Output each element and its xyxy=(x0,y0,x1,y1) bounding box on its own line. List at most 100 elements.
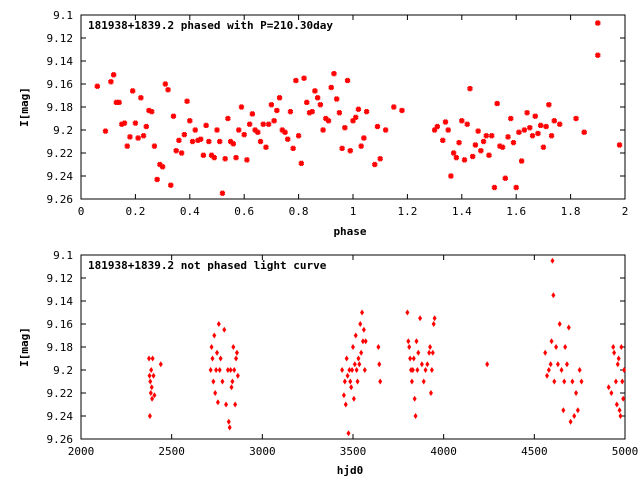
unphased-data-point xyxy=(345,372,350,379)
phased-data-point xyxy=(175,136,183,144)
phased-data-point xyxy=(235,126,243,134)
phased-data-point xyxy=(461,156,468,164)
phased-data-point xyxy=(477,147,485,155)
unphased-data-point xyxy=(570,378,575,385)
unphased-data-point xyxy=(427,349,432,356)
phased-data-point xyxy=(151,142,158,150)
phased-data-point xyxy=(262,143,270,151)
unphased-data-point xyxy=(485,361,490,368)
unphased-data-point xyxy=(562,378,567,385)
unphased-data-point xyxy=(216,321,221,327)
unphased-data-point xyxy=(431,321,436,327)
phased-data-point xyxy=(360,134,368,142)
phased-data-point xyxy=(363,108,371,116)
unphased-data-point xyxy=(344,355,349,362)
phased-data-point xyxy=(471,141,479,149)
phased-data-point xyxy=(335,109,343,117)
phased-data-point xyxy=(314,94,322,102)
unphased-data-point xyxy=(561,407,566,414)
unphased-chart-title: 181938+1839.2 not phased light curve xyxy=(88,259,327,272)
unphased-data-point xyxy=(551,292,556,299)
phased-data-point xyxy=(287,108,294,116)
phased-data-point xyxy=(170,112,177,120)
phased-data-point xyxy=(338,144,346,152)
phased-data-point xyxy=(140,132,147,140)
phased-y-axis-label: I[mag] xyxy=(18,87,31,127)
unphased-data-point xyxy=(211,378,216,385)
unphased-data-point xyxy=(617,407,622,414)
phased-data-point xyxy=(243,156,251,164)
phased-data-point xyxy=(491,184,498,191)
unphased-data-point xyxy=(412,395,417,402)
unphased-data-point xyxy=(361,326,366,333)
phased-data-point xyxy=(267,101,275,109)
unphased-data-point xyxy=(612,349,617,356)
unphased-y-tick-label: 9.14 xyxy=(47,295,74,308)
phased-chart: 0 0.2 0.4 0.6 0.8 1 1.2 1.4 1.6 1.8 2 9.1 9.12 9.14 9.… xyxy=(18,9,628,238)
unphased-data-point xyxy=(414,338,419,345)
phased-data-point xyxy=(300,74,308,82)
unphased-data-point xyxy=(214,367,219,373)
phased-data-point xyxy=(501,174,509,182)
unphased-data-point xyxy=(354,367,359,373)
phased-data-point xyxy=(161,80,169,88)
unphased-data-point xyxy=(158,361,163,368)
phased-x-tick-label: 0.2 xyxy=(125,205,145,218)
phased-x-axis-label: phase xyxy=(333,225,366,238)
phased-data-point xyxy=(510,139,517,147)
phased-y-tick-label: 9.2 xyxy=(53,124,73,137)
phased-data-point xyxy=(257,138,264,145)
unphased-data-point xyxy=(227,424,232,431)
unphased-data-point xyxy=(349,384,354,391)
phased-data-point xyxy=(199,151,207,159)
unphased-x-tick-label: 3000 xyxy=(249,445,276,458)
phased-data-point xyxy=(537,121,545,129)
unphased-data-point xyxy=(407,344,412,350)
unphased-data-point xyxy=(429,367,434,373)
unphased-data-point xyxy=(215,349,219,356)
phased-data-point xyxy=(594,19,602,27)
phased-data-point xyxy=(164,86,172,94)
phased-data-point xyxy=(172,147,180,155)
unphased-data-point xyxy=(611,344,616,350)
unphased-data-point xyxy=(410,367,415,373)
unphased-data-point xyxy=(428,344,433,350)
phased-data-point xyxy=(246,120,254,128)
phased-data-point xyxy=(238,103,245,111)
unphased-data-point xyxy=(362,367,367,373)
phased-data-point xyxy=(529,132,536,140)
unphased-data-point xyxy=(622,367,627,373)
phased-data-point xyxy=(327,84,335,91)
unphased-x-tick-label: 5000 xyxy=(612,445,639,458)
phased-data-point xyxy=(123,142,131,150)
phased-data-point xyxy=(398,107,406,114)
unphased-data-point xyxy=(340,367,345,373)
phased-y-tick-label: 9.18 xyxy=(47,101,74,114)
unphased-data-point xyxy=(147,355,151,362)
phased-data-point xyxy=(515,128,523,136)
phased-data-point xyxy=(191,126,199,134)
unphased-data-point xyxy=(209,344,214,350)
phased-data-point xyxy=(444,126,452,134)
unphased-y-tick-label: 9.2 xyxy=(53,364,73,377)
phased-data-point xyxy=(355,105,362,113)
unphased-data-point xyxy=(341,392,346,399)
phased-data-point xyxy=(259,120,267,128)
unphased-data-point xyxy=(346,430,351,437)
unphased-data-point xyxy=(363,338,368,345)
phased-data-point xyxy=(390,103,398,111)
unphased-data-point xyxy=(418,315,423,322)
phased-data-point xyxy=(550,117,558,125)
unphased-data-point xyxy=(228,367,233,373)
unphased-data-point xyxy=(148,390,153,396)
unphased-data-point xyxy=(218,355,223,362)
unphased-data-point xyxy=(405,309,410,316)
phased-data-point xyxy=(458,117,466,125)
unphased-data-point xyxy=(577,367,582,373)
unphased-data-point xyxy=(423,367,428,373)
unphased-data-point xyxy=(343,401,348,408)
unphased-data-point xyxy=(233,401,238,408)
unphased-data-point xyxy=(377,361,382,368)
unphased-data-point xyxy=(355,378,360,385)
unphased-data-point xyxy=(572,413,577,419)
